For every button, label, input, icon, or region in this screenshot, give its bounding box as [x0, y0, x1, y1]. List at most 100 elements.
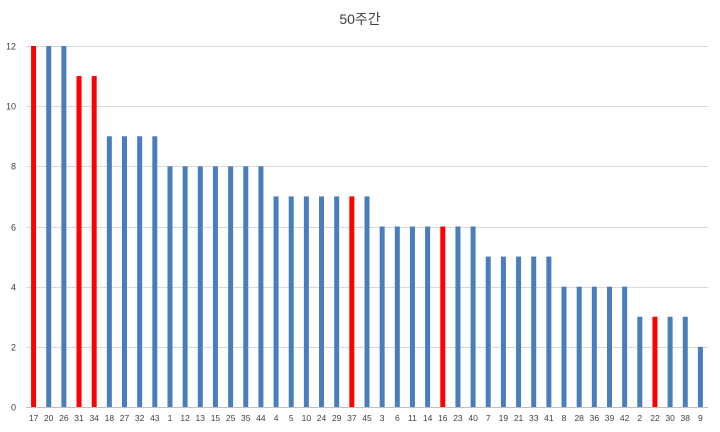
bar — [228, 166, 234, 407]
x-category-label: 44 — [256, 413, 266, 423]
bar — [455, 226, 461, 407]
x-category-label: 11 — [408, 413, 417, 423]
x-category-label: 22 — [650, 413, 660, 423]
bar — [516, 256, 522, 407]
x-category-label: 9 — [698, 413, 703, 423]
x-category-label: 5 — [289, 413, 294, 423]
bar-highlighted — [652, 316, 658, 407]
bar — [667, 316, 673, 407]
x-axis-category-labels: 17 20 26 31 34 18 27 32 43 1 12 13 15 25 35 44 4 5 10 24 29 3… — [29, 413, 703, 423]
bar — [212, 166, 218, 407]
x-category-label: 16 — [438, 413, 448, 423]
bar — [106, 136, 112, 407]
bar — [273, 196, 279, 407]
bar — [682, 316, 688, 407]
bar — [576, 286, 582, 407]
bar — [622, 286, 628, 407]
bar — [152, 136, 158, 407]
x-category-label: 29 — [332, 413, 342, 423]
x-category-label: 6 — [395, 413, 400, 423]
x-category-label: 34 — [89, 413, 99, 423]
x-category-label: 41 — [544, 413, 554, 423]
bar — [425, 226, 431, 407]
x-category-label: 42 — [620, 413, 630, 423]
x-category-label: 32 — [135, 413, 145, 423]
x-category-label: 26 — [59, 413, 69, 423]
x-category-label: 8 — [562, 413, 567, 423]
y-tick-label: 10 — [6, 102, 16, 112]
y-tick-label: 4 — [11, 283, 16, 293]
x-category-label: 28 — [574, 413, 584, 423]
x-category-label: 33 — [529, 413, 539, 423]
y-tick-label: 12 — [6, 42, 16, 52]
x-category-label: 43 — [150, 413, 160, 423]
x-category-label: 12 — [180, 413, 190, 423]
bar — [591, 286, 597, 407]
x-category-label: 18 — [105, 413, 115, 423]
chart-title: 50주간 — [339, 11, 380, 27]
x-category-label: 40 — [468, 413, 478, 423]
y-tick-label: 0 — [11, 403, 16, 413]
x-category-label: 21 — [514, 413, 524, 423]
bar — [409, 226, 415, 407]
bar — [243, 166, 249, 407]
x-category-label: 3 — [380, 413, 385, 423]
x-category-label: 13 — [196, 413, 206, 423]
x-category-label: 25 — [226, 413, 236, 423]
x-category-label: 23 — [453, 413, 463, 423]
x-category-label: 4 — [274, 413, 279, 423]
bar — [258, 166, 264, 407]
bar-highlighted — [349, 196, 355, 407]
bar — [394, 226, 400, 407]
bar — [303, 196, 309, 407]
x-category-label: 30 — [665, 413, 675, 423]
bar-highlighted — [91, 76, 97, 407]
x-category-label: 27 — [120, 413, 130, 423]
bar-highlighted — [76, 76, 82, 407]
bar — [319, 196, 325, 407]
x-category-label: 7 — [486, 413, 491, 423]
bar — [500, 256, 506, 407]
bar — [46, 46, 52, 407]
y-tick-label: 8 — [11, 162, 16, 172]
y-tick-label: 2 — [11, 343, 16, 353]
x-category-label: 45 — [362, 413, 372, 423]
x-category-label: 24 — [317, 413, 327, 423]
bar — [470, 226, 476, 407]
bar — [561, 286, 567, 407]
bar — [122, 136, 128, 407]
x-category-label: 1 — [168, 413, 173, 423]
bar — [61, 46, 67, 407]
bar — [334, 196, 340, 407]
x-category-label: 31 — [74, 413, 84, 423]
bar — [697, 346, 703, 407]
x-category-label: 2 — [637, 413, 642, 423]
bar — [531, 256, 537, 407]
bar — [606, 286, 612, 407]
bar — [167, 166, 173, 407]
x-category-label: 17 — [29, 413, 39, 423]
x-category-label: 36 — [590, 413, 600, 423]
x-category-label: 15 — [211, 413, 221, 423]
x-category-label: 39 — [605, 413, 615, 423]
bar-highlighted — [440, 226, 446, 407]
bar-highlighted — [31, 46, 37, 407]
bar — [182, 166, 188, 407]
bar — [197, 166, 203, 407]
x-category-label: 20 — [44, 413, 54, 423]
bar — [137, 136, 143, 407]
bar — [379, 226, 385, 407]
bar — [288, 196, 294, 407]
bar — [546, 256, 552, 407]
x-category-label: 37 — [347, 413, 357, 423]
y-axis-tick-labels: 0 2 4 6 8 10 12 — [6, 42, 16, 413]
x-category-label: 38 — [681, 413, 691, 423]
bar — [637, 316, 643, 407]
bar — [364, 196, 370, 407]
bars — [31, 46, 703, 407]
x-category-label: 14 — [423, 413, 433, 423]
y-tick-label: 6 — [11, 223, 16, 233]
bar — [485, 256, 491, 407]
